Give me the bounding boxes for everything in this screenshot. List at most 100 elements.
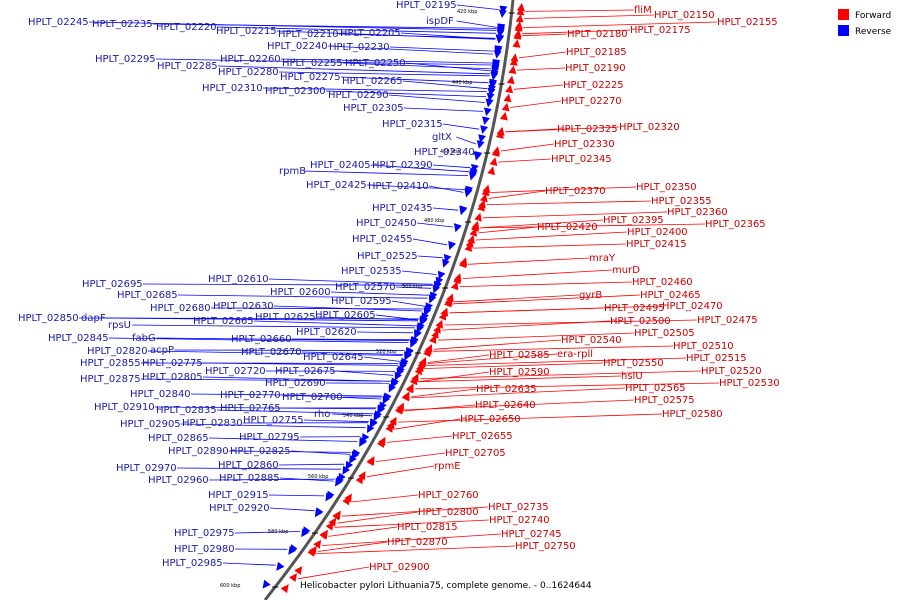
label-connector — [154, 406, 376, 410]
reverse-gene-label: HPLT_02775 — [142, 358, 203, 369]
label-connector — [301, 351, 403, 355]
reverse-gene-label: HPLT_02665 — [193, 316, 254, 327]
label-connector — [327, 45, 494, 55]
reverse-gene-arrow — [433, 281, 442, 291]
label-connector — [317, 541, 388, 552]
label-connector — [334, 519, 490, 528]
forward-gene-arrow — [414, 366, 422, 376]
forward-gene-label: mraY — [589, 253, 616, 264]
label-connector — [398, 413, 663, 423]
reverse-gene-label: HPLT_02610 — [208, 274, 269, 285]
label-connector — [280, 58, 492, 64]
reverse-gene-label: HPLT_02805 — [142, 372, 203, 383]
label-connector — [524, 14, 655, 19]
forward-gene-label: HPLT_02505 — [634, 328, 695, 339]
label-connector — [147, 350, 403, 356]
forward-gene-label: HPLT_02330 — [554, 139, 615, 150]
label-connector — [521, 33, 568, 37]
label-connector — [268, 278, 433, 285]
label-connector — [155, 58, 492, 66]
forward-gene-label: HPLT_02360 — [667, 207, 728, 218]
label-connector — [262, 87, 487, 92]
label-connector — [420, 370, 702, 379]
reverse-gene-arrow — [388, 383, 396, 393]
label-connector — [387, 435, 453, 443]
forward-gene-arrow — [389, 416, 397, 426]
reverse-gene-label: HPLT_02625 — [255, 312, 316, 323]
reverse-gene-arrow — [437, 270, 446, 280]
label-connector — [108, 337, 409, 343]
reverse-gene-arrow — [483, 107, 492, 117]
forward-gene-label: HPLT_02540 — [561, 335, 622, 346]
reverse-gene-label: HPLT_02230 — [329, 42, 390, 53]
label-connector — [366, 465, 435, 478]
label-connector — [177, 294, 428, 299]
label-connector — [418, 375, 622, 383]
reverse-gene-label: HPLT_02245 — [28, 17, 89, 28]
forward-gene-label: HPLT_02640 — [475, 400, 536, 411]
reverse-gene-arrow — [442, 258, 450, 268]
label-connector — [453, 294, 641, 305]
label-connector — [325, 90, 487, 97]
forward-gene-label: HPLT_02190 — [565, 63, 626, 74]
reverse-gene-label: HPLT_02660 — [231, 334, 292, 345]
forward-gene-label: HPLT_02395 — [603, 215, 664, 226]
reverse-gene-label: HPLT_02455 — [352, 234, 413, 245]
reverse-gene-label: HPLT_02695 — [82, 279, 143, 290]
label-connector — [391, 300, 425, 307]
reverse-gene-label: HPLT_02905 — [120, 419, 181, 430]
label-connector — [444, 319, 698, 326]
reverse-gene-arrow — [464, 187, 473, 197]
reverse-gene-arrow — [492, 59, 501, 68]
reverse-gene-arrow — [471, 163, 479, 173]
label-connector — [417, 255, 443, 259]
scale-tick-label: 440 kbp — [452, 80, 472, 86]
label-connector — [410, 387, 626, 399]
reverse-gene-arrow — [338, 472, 346, 482]
label-connector — [518, 51, 567, 59]
label-connector — [467, 257, 590, 265]
label-connector — [427, 354, 490, 363]
reverse-gene-label: HPLT_02220 — [156, 22, 217, 33]
reverse-gene-label: HPLT_02390 — [372, 160, 433, 171]
label-connector — [216, 409, 374, 415]
reverse-gene-label: HPLT_02250 — [345, 58, 406, 69]
label-connector — [404, 399, 635, 411]
scale-tick-label: 580 kbp — [268, 529, 288, 535]
forward-gene-arrow — [294, 566, 303, 575]
forward-gene-arrow — [433, 324, 441, 334]
forward-gene-label: HPLT_02585 — [489, 350, 550, 361]
reverse-gene-arrow — [480, 125, 488, 134]
reverse-gene-label: HPLT_02215 — [216, 26, 277, 37]
label-connector — [437, 332, 635, 341]
label-connector — [426, 357, 687, 366]
label-connector — [403, 404, 476, 412]
forward-gene-label: era-rpll — [557, 349, 593, 360]
label-connector — [216, 26, 497, 34]
forward-gene-arrow — [474, 212, 482, 222]
label-connector — [180, 423, 366, 429]
reverse-gene-label: HPLT_02310 — [202, 83, 263, 94]
label-connector — [332, 413, 373, 417]
forward-gene-label: HPLT_02270 — [561, 96, 622, 107]
legend-forward-label: Forward — [855, 11, 891, 21]
reverse-gene-arrow — [424, 305, 432, 315]
reverse-gene-arrow — [416, 324, 424, 334]
label-connector — [303, 419, 369, 423]
reverse-gene-label: HPLT_02690 — [265, 378, 326, 389]
reverse-gene-arrow — [276, 562, 285, 571]
label-connector — [132, 324, 415, 329]
reverse-gene-label: HPLT_02885 — [219, 473, 280, 484]
reverse-gene-label: HPLT_02255 — [282, 58, 343, 69]
reverse-gene-arrow — [494, 45, 503, 54]
label-connector — [505, 126, 620, 133]
forward-gene-label: gyrB — [579, 290, 602, 301]
forward-gene-arrow — [508, 65, 517, 74]
reverse-gene-label: HPLT_02980 — [174, 544, 235, 555]
reverse-gene-label: fabG — [132, 333, 156, 344]
reverse-gene-arrow — [435, 276, 444, 286]
forward-gene-arrow — [516, 3, 525, 12]
forward-gene-arrow — [477, 202, 485, 212]
label-connector — [222, 562, 276, 566]
forward-gene-arrow — [489, 157, 498, 166]
